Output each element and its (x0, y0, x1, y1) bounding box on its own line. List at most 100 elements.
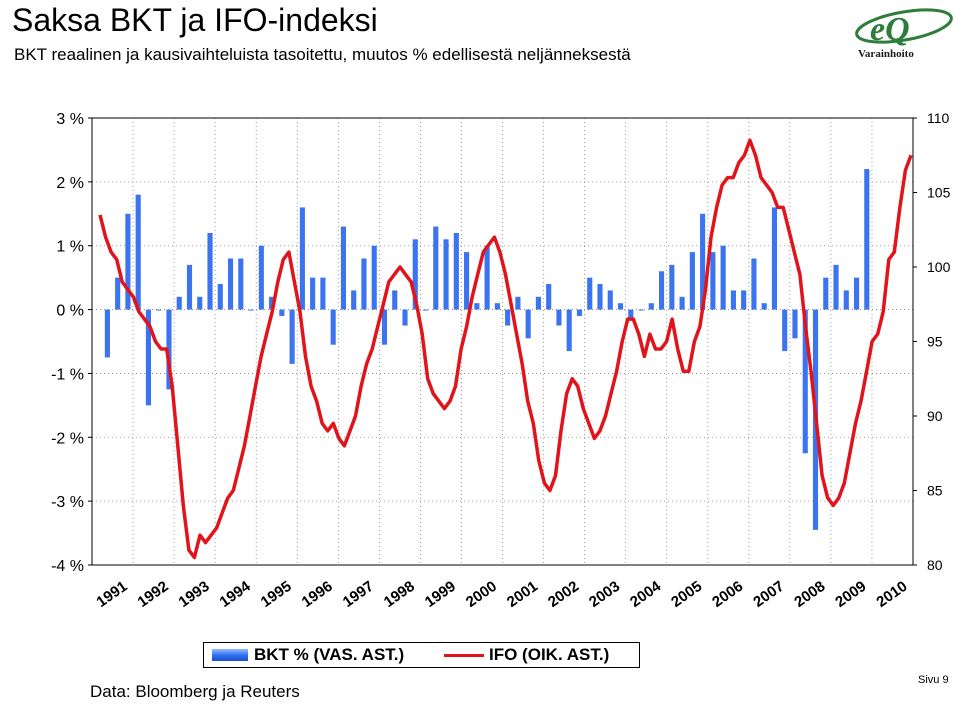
bkt-bar (392, 290, 398, 310)
bkt-bar (710, 252, 716, 310)
bkt-bar (371, 245, 377, 310)
bkt-bar (638, 309, 644, 311)
bkt-bar (238, 258, 244, 310)
left-tick-label: -1 % (51, 366, 84, 383)
x-tick-label: 2001 (504, 578, 541, 611)
bkt-bar (648, 303, 654, 310)
x-tick-label: 1998 (381, 578, 418, 611)
bkt-bar (248, 309, 254, 311)
bkt-bar (741, 290, 747, 310)
x-tick-label: 1993 (176, 578, 213, 611)
right-tick-label: 110 (927, 110, 950, 126)
bkt-bar (771, 207, 778, 310)
legend-ifo-label: IFO (OIK. AST.) (489, 645, 610, 664)
left-tick-label: -2 % (51, 430, 84, 447)
bkt-bar (351, 290, 357, 310)
bkt-bar (484, 245, 490, 310)
x-tick-label: 2006 (709, 578, 746, 611)
bkt-bar (700, 213, 706, 310)
left-tick-label: 0 % (56, 303, 84, 320)
bkt-bar (515, 296, 521, 310)
bkt-bar (751, 258, 757, 310)
bkt-bar (433, 226, 439, 310)
bkt-bar (505, 309, 511, 326)
bkt-bar (125, 213, 131, 310)
bkt-bar (330, 309, 336, 345)
bkt-bar (494, 303, 500, 310)
bkt-bar (782, 309, 788, 352)
bkt-bar (217, 284, 223, 310)
right-tick-label: 105 (927, 185, 951, 201)
bkt-bar (587, 277, 593, 310)
bkt-bar (833, 264, 839, 310)
bkt-bar (135, 194, 141, 310)
bkt-bar (258, 245, 264, 310)
x-tick-label: 2000 (463, 578, 500, 611)
logo-subtext: Varainhoito (858, 48, 914, 60)
bkt-bar (227, 258, 234, 310)
bkt-bar (381, 309, 388, 345)
right-tick-label: 90 (927, 408, 943, 424)
bkt-bar (320, 277, 326, 310)
x-tick-label: 1999 (422, 578, 459, 611)
bkt-bar (628, 309, 634, 320)
x-tick-label: 1992 (135, 578, 172, 611)
bkt-bar (576, 309, 583, 316)
left-tick-label: 3 % (56, 111, 84, 128)
eq-logo: eQ Varainhoito (852, 6, 956, 60)
left-axis: 3 % 2 % 1 % 0 % -1 % -2 % -3 % -4 % (51, 111, 92, 575)
bkt-bar (166, 309, 172, 390)
bkt-bar (422, 309, 429, 311)
bkt-bar (176, 296, 182, 310)
bkt-bar (792, 309, 798, 339)
bkt-bar (546, 284, 552, 310)
bkt-bar (720, 245, 726, 310)
left-tick-label: 2 % (56, 175, 84, 192)
right-tick-label: 80 (927, 557, 943, 573)
page-number: Sivu 9 (918, 674, 949, 686)
bkt-bar (669, 264, 675, 310)
bkt-bar (761, 303, 767, 310)
chart-title: Saksa BKT ja IFO-indeksi (12, 2, 378, 38)
bkt-bar (607, 290, 613, 310)
legend: BKT % (VAS. AST.) IFO (OIK. AST.) (203, 642, 640, 668)
bkt-bar (197, 296, 203, 310)
bkt-bar (679, 296, 685, 310)
x-tick-label: 2003 (586, 578, 623, 611)
bkt-bar (453, 232, 459, 310)
bkt-bar (279, 309, 285, 316)
bkt-bar (289, 309, 295, 364)
right-tick-label: 100 (927, 259, 951, 275)
bkt-bar (525, 309, 531, 339)
bkt-bar (340, 226, 346, 310)
bkt-bar (156, 309, 162, 311)
x-tick-label: 2004 (627, 577, 665, 610)
x-tick-label: 2002 (545, 578, 582, 611)
plot-frame (91, 117, 914, 566)
bkt-bar (853, 277, 860, 310)
chart-grid (92, 118, 913, 565)
bkt-bar (464, 252, 470, 310)
bkt-bar (207, 232, 213, 310)
bkt-bar (535, 296, 541, 310)
bkt-bar (659, 271, 665, 310)
x-tick-label: 2010 (873, 578, 910, 611)
bkt-bars (104, 169, 870, 530)
x-tick-label: 1995 (258, 578, 295, 611)
legend-bkt-label: BKT % (VAS. AST.) (254, 645, 405, 664)
bkt-bar (823, 277, 829, 310)
bkt-bar (104, 309, 110, 358)
right-tick-label: 85 (927, 483, 943, 499)
x-tick-label: 2008 (791, 578, 828, 611)
right-tick-label: 95 (927, 334, 943, 350)
bkt-ifo-chart: 3 % 2 % 1 % 0 % -1 % -2 % -3 % -4 % 110 105 100 95… (51, 110, 951, 611)
right-axis: 110 105 100 95 90 85 80 (913, 110, 951, 573)
x-tick-label: 1996 (299, 578, 336, 611)
left-tick-label: -4 % (51, 558, 84, 575)
bkt-bar (269, 296, 275, 310)
bkt-bar (145, 309, 152, 406)
bkt-bar (802, 309, 808, 454)
x-axis: 1991 1992 1993 1994 1995 1996 1997 1998 1999 2000… (93, 577, 910, 610)
bkt-bar (617, 303, 624, 310)
left-tick-label: -3 % (51, 494, 84, 511)
